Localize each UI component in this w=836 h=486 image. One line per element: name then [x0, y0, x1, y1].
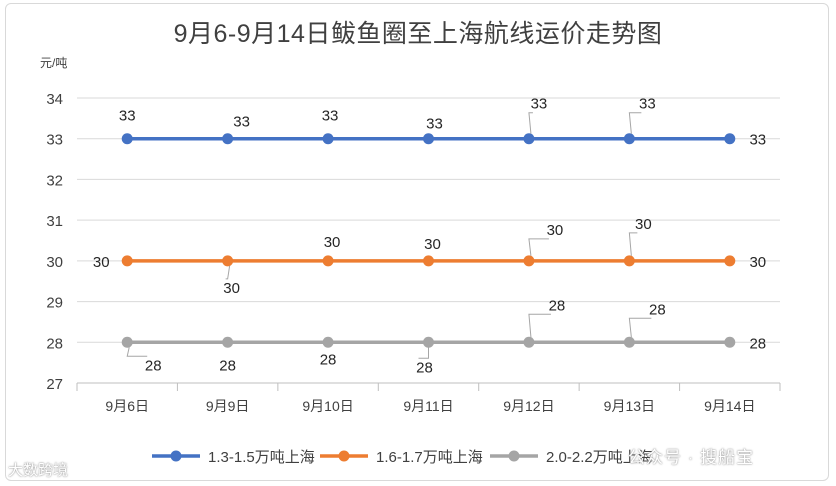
y-tick-label: 33	[46, 132, 63, 149]
data-label: 30	[93, 254, 110, 271]
leader-line	[628, 232, 638, 256]
x-tick-label: 9月6日	[105, 398, 149, 414]
leader-line	[528, 238, 549, 256]
data-point	[322, 255, 334, 267]
y-tick-label: 30	[46, 254, 63, 271]
data-label: 33	[639, 96, 656, 113]
leader-line	[628, 317, 652, 338]
data-label: 28	[145, 357, 162, 374]
data-label: 33	[119, 108, 136, 125]
x-tick-label: 9月12日	[503, 398, 554, 414]
series-lines	[121, 133, 736, 348]
leader-line	[126, 347, 148, 357]
leader-line	[528, 112, 533, 134]
x-tick-labels: 9月6日 9月9日 9月10日 9月11日 9月12日 9月13日 9月14日	[105, 398, 755, 414]
x-tick-label: 9月10日	[302, 398, 353, 414]
data-point	[222, 133, 234, 145]
data-point	[423, 133, 434, 145]
watermark-right: 公众号 · 搜船宝	[628, 448, 755, 467]
data-label: 33	[426, 116, 443, 133]
data-label: 33	[322, 108, 339, 125]
data-point	[523, 133, 535, 145]
data-point	[423, 336, 434, 348]
data-point	[523, 255, 535, 267]
data-label: 30	[223, 280, 240, 297]
legend-label: 2.0-2.2万吨上海	[546, 449, 653, 466]
x-tick-label: 9月9日	[206, 398, 250, 414]
data-point	[423, 255, 434, 267]
data-label: 28	[219, 357, 236, 374]
data-point	[222, 255, 234, 267]
x-tick-label: 9月11日	[403, 398, 453, 414]
y-tick-label: 31	[46, 213, 63, 230]
y-tick-label: 28	[46, 335, 63, 352]
legend: 1.3-1.5万吨上海 1.6-1.7万吨上海 2.0-2.2万吨上海	[152, 449, 653, 466]
data-label: 28	[416, 359, 433, 376]
data-point	[121, 336, 133, 348]
data-labels: 33 33 33 33 33 33 33 30 30 30 30 30 30 30 28 28 28 28 28 28…	[93, 96, 766, 377]
data-point	[322, 336, 334, 348]
data-point	[724, 255, 736, 267]
y-tick-labels: 27 28 29 30 31 32 33 34	[46, 91, 63, 393]
data-label: 28	[320, 351, 337, 368]
data-point	[121, 133, 133, 145]
data-point	[623, 336, 635, 348]
data-label: 30	[635, 216, 652, 233]
data-point	[322, 133, 334, 145]
data-point	[724, 133, 736, 145]
data-point	[523, 336, 535, 348]
data-label: 33	[531, 96, 548, 113]
legend-marker	[508, 450, 520, 462]
leader-line	[418, 347, 429, 359]
watermark-left: 大数跨境	[8, 462, 69, 479]
data-label: 33	[749, 132, 766, 149]
data-label: 30	[749, 254, 766, 271]
chart-title: 9月6-9月14日鲅鱼圈至上海航线运价走势图	[173, 20, 663, 48]
x-tick-label: 9月13日	[604, 398, 655, 414]
data-point	[623, 133, 635, 145]
data-label: 28	[649, 301, 666, 318]
data-label: 28	[549, 297, 566, 314]
y-tick-label: 27	[46, 376, 63, 393]
data-point	[121, 255, 133, 267]
data-point	[623, 255, 635, 267]
y-tick-label: 29	[46, 295, 63, 312]
y-tick-label: 32	[46, 172, 63, 189]
data-point	[222, 336, 234, 348]
y-axis-unit-label: 元/吨	[40, 56, 68, 70]
chart-frame	[5, 3, 829, 481]
legend-label: 1.6-1.7万吨上海	[376, 449, 483, 466]
data-label: 30	[424, 236, 441, 253]
data-label: 33	[233, 114, 250, 131]
data-label: 30	[324, 234, 341, 251]
data-point	[724, 336, 736, 348]
legend-label: 1.3-1.5万吨上海	[208, 449, 315, 466]
data-label: 30	[547, 222, 564, 239]
data-label: 28	[749, 335, 766, 352]
leader-line	[225, 265, 231, 280]
legend-marker	[170, 450, 182, 462]
legend-marker	[338, 450, 350, 462]
leader-line	[628, 112, 642, 134]
y-tick-label: 34	[46, 91, 63, 108]
x-tick-label: 9月14日	[704, 398, 755, 414]
leader-line	[528, 313, 551, 338]
